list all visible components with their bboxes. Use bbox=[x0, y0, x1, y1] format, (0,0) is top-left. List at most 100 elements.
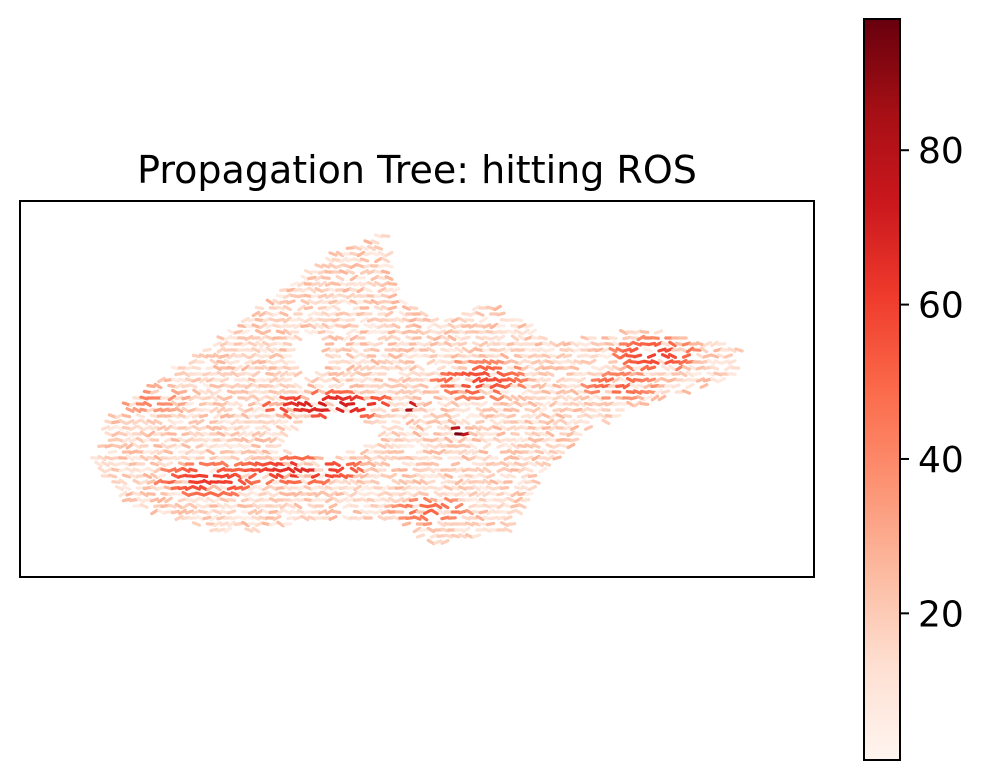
edge-segment bbox=[471, 402, 482, 406]
edge-segment bbox=[626, 340, 635, 348]
edge-segment bbox=[342, 406, 352, 414]
edge-segment bbox=[461, 346, 471, 354]
edge-segment bbox=[366, 365, 377, 371]
edge-segment bbox=[444, 376, 453, 384]
edge-segment bbox=[489, 348, 499, 352]
edge-segment bbox=[409, 400, 418, 408]
edge-segment bbox=[247, 401, 258, 407]
edge-segment bbox=[139, 467, 149, 473]
edge-segment bbox=[262, 364, 271, 372]
edge-segment bbox=[702, 377, 713, 383]
edge-segment bbox=[556, 376, 565, 384]
edge-segment bbox=[310, 473, 321, 479]
edge-segment bbox=[395, 388, 404, 396]
edge-segment bbox=[545, 443, 555, 449]
edge-segment bbox=[356, 407, 366, 413]
edge-segment bbox=[325, 508, 334, 516]
edge-segment bbox=[174, 502, 184, 510]
edge-segment bbox=[531, 406, 541, 414]
edge-segment bbox=[209, 514, 219, 522]
edge-segment bbox=[398, 359, 408, 365]
edge-segment bbox=[458, 436, 467, 444]
edge-segment bbox=[664, 347, 674, 353]
edge-segment bbox=[366, 485, 377, 491]
edge-segment bbox=[310, 330, 321, 334]
edge-segment bbox=[370, 275, 380, 281]
edge-segment bbox=[629, 382, 639, 390]
edge-segment bbox=[185, 485, 194, 491]
edge-segment bbox=[506, 473, 517, 479]
edge-segment bbox=[205, 461, 216, 467]
edge-segment bbox=[461, 324, 471, 328]
edge-segment bbox=[503, 346, 513, 354]
edge-segment bbox=[349, 394, 359, 402]
edge-segment bbox=[548, 438, 559, 442]
edge-segment bbox=[524, 323, 534, 329]
edge-segment bbox=[583, 353, 594, 359]
edge-segment bbox=[370, 455, 380, 461]
edge-segment bbox=[241, 520, 250, 528]
edge-segment bbox=[559, 418, 569, 426]
edge-segment bbox=[527, 426, 538, 430]
edge-segment bbox=[531, 479, 541, 485]
edge-segment bbox=[429, 317, 440, 323]
edge-segment bbox=[160, 456, 170, 460]
edge-segment bbox=[195, 418, 205, 426]
edge-segment bbox=[321, 347, 331, 353]
edge-segment bbox=[269, 353, 278, 359]
edge-segment bbox=[157, 460, 166, 468]
edge-segment bbox=[349, 334, 359, 342]
edge-segment bbox=[401, 474, 412, 478]
edge-segment bbox=[391, 503, 401, 509]
edge-segment bbox=[366, 341, 377, 347]
edge-segment bbox=[416, 424, 425, 432]
edge-segment bbox=[300, 492, 310, 496]
edge-segment bbox=[391, 419, 401, 425]
edge-segment bbox=[629, 395, 639, 401]
edge-segment bbox=[605, 352, 614, 360]
edge-segment bbox=[335, 371, 345, 377]
edge-segment bbox=[328, 335, 338, 341]
edge-segment bbox=[443, 485, 454, 491]
edge-segment bbox=[387, 449, 398, 455]
edge-segment bbox=[573, 395, 583, 401]
edge-segment bbox=[419, 491, 429, 497]
edge-segment bbox=[296, 401, 307, 407]
edge-segment bbox=[170, 365, 181, 371]
edge-segment bbox=[636, 395, 646, 401]
edge-segment bbox=[699, 383, 709, 389]
edge-segment bbox=[489, 515, 499, 521]
edge-segment bbox=[531, 383, 541, 389]
edge-segment bbox=[283, 509, 292, 515]
edge-segment bbox=[177, 497, 188, 503]
edge-segment bbox=[401, 521, 412, 527]
edge-segment bbox=[566, 359, 576, 365]
edge-segment bbox=[468, 468, 478, 472]
edge-segment bbox=[135, 474, 146, 478]
edge-segment bbox=[461, 443, 471, 449]
edge-segment bbox=[423, 508, 432, 516]
edge-segment bbox=[485, 305, 496, 311]
edge-segment bbox=[639, 377, 650, 383]
edge-segment bbox=[405, 347, 415, 353]
edge-segment bbox=[265, 383, 275, 389]
edge-segment bbox=[513, 341, 524, 347]
edge-segment bbox=[461, 359, 471, 365]
edge-segment bbox=[398, 347, 408, 353]
edge-segment bbox=[156, 485, 167, 491]
edge-segment bbox=[569, 365, 580, 371]
edge-segment bbox=[314, 299, 324, 305]
edge-segment bbox=[524, 335, 534, 341]
edge-segment bbox=[220, 400, 229, 408]
edge-segment bbox=[545, 371, 555, 377]
edge-segment bbox=[335, 347, 345, 353]
edge-segment bbox=[709, 377, 720, 383]
edge-segment bbox=[174, 383, 184, 389]
edge-segment bbox=[653, 329, 664, 335]
edge-segment bbox=[167, 418, 177, 426]
edge-segment bbox=[262, 341, 271, 347]
edge-segment bbox=[282, 461, 293, 467]
edge-segment bbox=[479, 365, 488, 371]
edge-segment bbox=[433, 455, 443, 461]
edge-segment bbox=[335, 395, 345, 401]
